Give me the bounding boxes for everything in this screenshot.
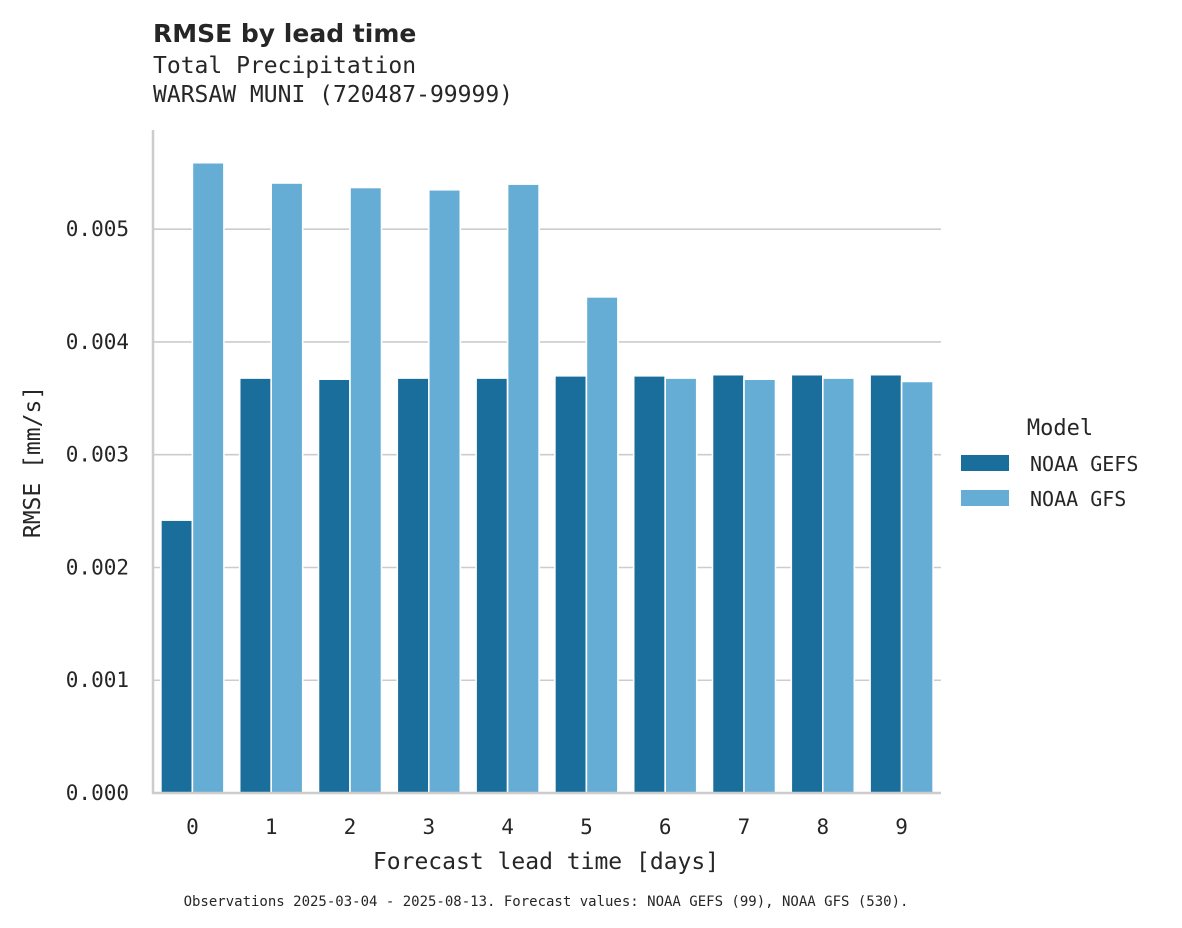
bar-noaa-gfs-3 (427, 188, 462, 794)
bar-noaa-gefs-8 (790, 373, 824, 794)
bar-noaa-gefs-2 (317, 378, 351, 794)
bar-noaa-gefs-4 (475, 377, 509, 794)
bar-noaa-gfs-4 (506, 183, 540, 794)
x-tick-label: 1 (265, 815, 278, 839)
y-tick-labels: 0.000 0.001 0.002 0.003 0.004 0.005 (66, 217, 129, 805)
axes (151, 130, 941, 795)
chart-subtitle-variable: Total Precipitation (153, 53, 416, 79)
chart-subtitle-station: WARSAW MUNI (720487-99999) (153, 82, 513, 108)
legend-swatch-gfs (961, 490, 1009, 506)
bar-noaa-gfs-7 (743, 378, 777, 794)
bar-noaa-gfs-1 (270, 182, 304, 794)
x-tick-label: 4 (501, 815, 514, 839)
chart-footnote: Observations 2025-03-04 - 2025-08-13. Fo… (184, 894, 909, 910)
x-tick-label: 9 (895, 815, 908, 839)
bar-noaa-gefs-5 (554, 375, 588, 794)
x-tick-label: 5 (580, 815, 593, 839)
bars (160, 161, 934, 794)
bar-noaa-gefs-6 (632, 375, 666, 794)
x-axis-label: Forecast lead time [days] (373, 849, 719, 875)
y-tick-label: 0.002 (66, 555, 129, 579)
bar-noaa-gefs-1 (238, 377, 272, 794)
x-tick-label: 7 (738, 815, 751, 839)
y-tick-label: 0.000 (66, 781, 129, 805)
y-axis-label: RMSE [mm/s] (20, 386, 46, 538)
legend-label-gefs: NOAA GEFS (1030, 452, 1138, 476)
y-tick-label: 0.004 (66, 330, 129, 354)
x-tick-label: 2 (344, 815, 357, 839)
bar-noaa-gefs-0 (160, 519, 194, 794)
x-tick-label: 0 (186, 815, 199, 839)
legend-label-gfs: NOAA GFS (1030, 487, 1126, 511)
x-tick-label: 6 (659, 815, 672, 839)
bar-noaa-gfs-2 (349, 186, 383, 794)
bar-noaa-gefs-9 (869, 373, 903, 794)
y-tick-label: 0.001 (66, 668, 129, 692)
y-tick-label: 0.003 (66, 443, 129, 467)
bar-noaa-gefs-7 (711, 373, 745, 794)
bar-noaa-gfs-9 (900, 380, 934, 794)
x-tick-label: 8 (816, 815, 829, 839)
bar-noaa-gfs-0 (191, 161, 225, 794)
bar-noaa-gfs-6 (664, 377, 698, 794)
y-tick-label: 0.005 (66, 217, 129, 241)
x-tick-label: 3 (422, 815, 435, 839)
legend-title: Model (1027, 416, 1093, 441)
chart-title: RMSE by lead time (153, 19, 416, 48)
bar-noaa-gfs-5 (585, 296, 619, 794)
legend-swatch-gefs (961, 455, 1009, 471)
x-tick-labels: 0 1 2 3 4 5 6 7 8 9 (186, 815, 908, 839)
bar-noaa-gfs-8 (821, 377, 856, 794)
legend: Model NOAA GEFS NOAA GFS (961, 416, 1138, 511)
bar-noaa-gefs-3 (396, 377, 430, 794)
